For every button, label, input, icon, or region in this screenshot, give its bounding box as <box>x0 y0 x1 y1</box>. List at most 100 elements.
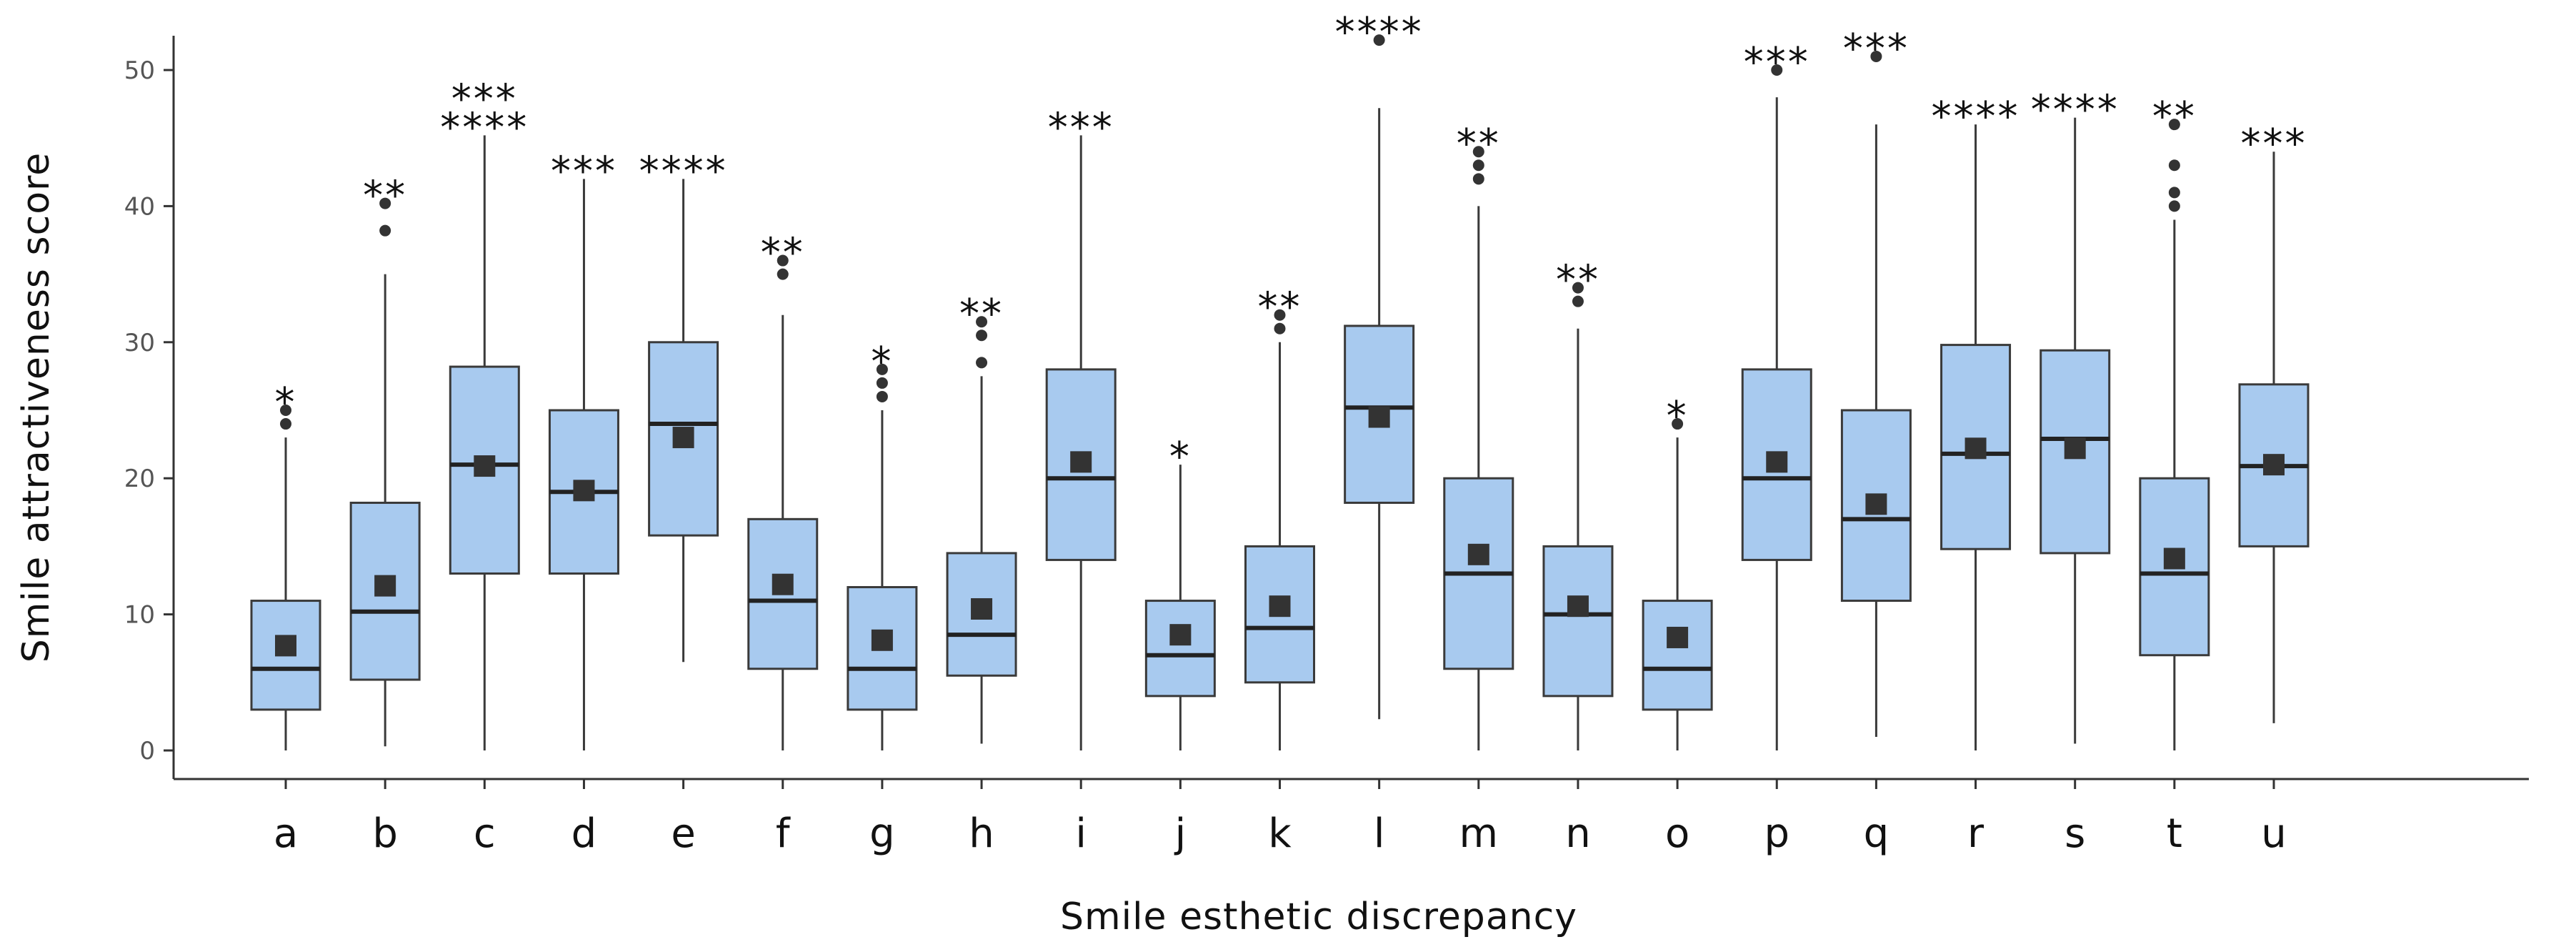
y-axis-title: Smile attractiveness score <box>15 152 58 663</box>
significance-label: **** <box>1932 94 2020 140</box>
mean-marker <box>1368 406 1390 428</box>
outlier-point <box>2168 200 2180 212</box>
box-group-c: ******* <box>440 76 529 750</box>
outlier-point <box>976 316 988 328</box>
x-tick-label: f <box>776 810 791 857</box>
x-axis: a b c d e f g h i j k l m n o p q r s t u <box>174 778 2529 857</box>
box-group-u: *** <box>2238 121 2310 723</box>
significance-label: * <box>1667 393 1689 440</box>
mean-marker <box>2263 454 2285 476</box>
significance-label: ** <box>363 173 407 219</box>
outlier-point <box>2168 159 2180 172</box>
y-tick-label: 30 <box>124 329 155 357</box>
x-tick-label: u <box>2261 810 2287 857</box>
outlier-point <box>379 197 391 209</box>
box-group-r: **** <box>1932 94 2020 750</box>
box-group-t: ** <box>2139 94 2210 750</box>
mean-marker <box>374 575 396 597</box>
x-tick-label: c <box>474 810 496 857</box>
box-group-f: ** <box>747 230 819 750</box>
outlier-point <box>2168 119 2180 131</box>
significance-label: **** <box>2031 87 2120 134</box>
significance-label: *** <box>2241 121 2307 167</box>
box-group-k: ** <box>1244 284 1315 750</box>
box-group-h: ** <box>946 291 1017 744</box>
significance-label: * <box>871 339 893 385</box>
outlier-point <box>379 224 391 237</box>
y-tick-label: 50 <box>124 56 155 85</box>
outlier-point <box>876 377 888 389</box>
outlier-point <box>280 405 291 416</box>
significance-label: ** <box>1457 121 1501 167</box>
significance-label: ** <box>1258 284 1302 331</box>
box <box>2040 349 2111 555</box>
outlier-point <box>876 390 888 402</box>
significance-label: * <box>275 380 297 426</box>
x-tick-label: i <box>1075 810 1087 857</box>
significance-label: **** <box>440 104 529 151</box>
box-group-a: * <box>250 380 321 750</box>
plot-area: ************* ***************************… <box>250 9 2310 750</box>
mean-marker <box>871 629 893 651</box>
mean-marker <box>1269 595 1291 618</box>
box <box>1144 600 1216 698</box>
outlier-point <box>777 268 789 280</box>
outlier-point <box>777 254 789 267</box>
y-axis: 0 10 20 30 40 50 <box>124 36 175 779</box>
box-group-m: ** <box>1443 121 1514 750</box>
outlier-point <box>1572 295 1584 307</box>
y-tick-label: 40 <box>124 192 155 221</box>
outlier-point <box>1274 322 1286 334</box>
x-tick-label: d <box>571 810 597 857</box>
mean-marker <box>971 598 993 620</box>
significance-label: *** <box>1843 26 1909 72</box>
outlier-point <box>1572 282 1584 294</box>
box-group-e: **** <box>639 148 728 663</box>
significance-label: * <box>1169 434 1192 480</box>
box <box>1542 545 1614 698</box>
outlier-point <box>976 357 988 369</box>
x-tick-label: b <box>372 810 398 857</box>
box-group-b: ** <box>349 173 421 747</box>
mean-marker <box>2064 437 2086 460</box>
significance-label: ** <box>959 291 1004 337</box>
outlier-point <box>280 418 291 430</box>
outlier-point <box>1672 418 1684 430</box>
mean-marker <box>1965 437 1987 460</box>
x-tick-label: o <box>1665 810 1689 857</box>
box-group-g: * <box>847 339 918 750</box>
mean-marker <box>1667 626 1689 648</box>
box-group-o: * <box>1642 393 1713 750</box>
significance-label: **** <box>639 148 728 194</box>
outlier-point <box>1274 309 1286 321</box>
significance-label: ** <box>1556 257 1600 304</box>
y-tick-label: 10 <box>124 601 155 630</box>
box-group-q: *** <box>1840 26 1912 737</box>
x-tick-label: r <box>1967 810 1985 857</box>
mean-marker <box>672 427 694 449</box>
mean-marker <box>1169 624 1192 646</box>
box-group-d: *** <box>548 148 619 750</box>
x-tick-label: e <box>671 810 695 857</box>
y-tick-label: 20 <box>124 465 155 493</box>
mean-marker <box>1865 493 1887 515</box>
x-tick-label: p <box>1764 810 1789 857</box>
x-tick-label: k <box>1268 810 1292 857</box>
outlier-point <box>1472 146 1484 158</box>
x-tick-label: s <box>2065 810 2085 857</box>
outlier-point <box>1472 173 1484 185</box>
x-tick-label: a <box>274 810 298 857</box>
significance-label: ** <box>2152 94 2197 140</box>
outlier-point <box>876 363 888 375</box>
mean-marker <box>573 480 595 502</box>
outlier-point <box>976 329 988 342</box>
x-tick-label: m <box>1459 810 1499 857</box>
significance-label: ** <box>761 230 805 277</box>
mean-marker <box>2163 547 2185 570</box>
significance-label: *** <box>451 76 518 122</box>
significance-label: *** <box>551 148 617 194</box>
significance-label: *** <box>1744 39 1810 86</box>
outlier-point <box>1870 50 1882 62</box>
